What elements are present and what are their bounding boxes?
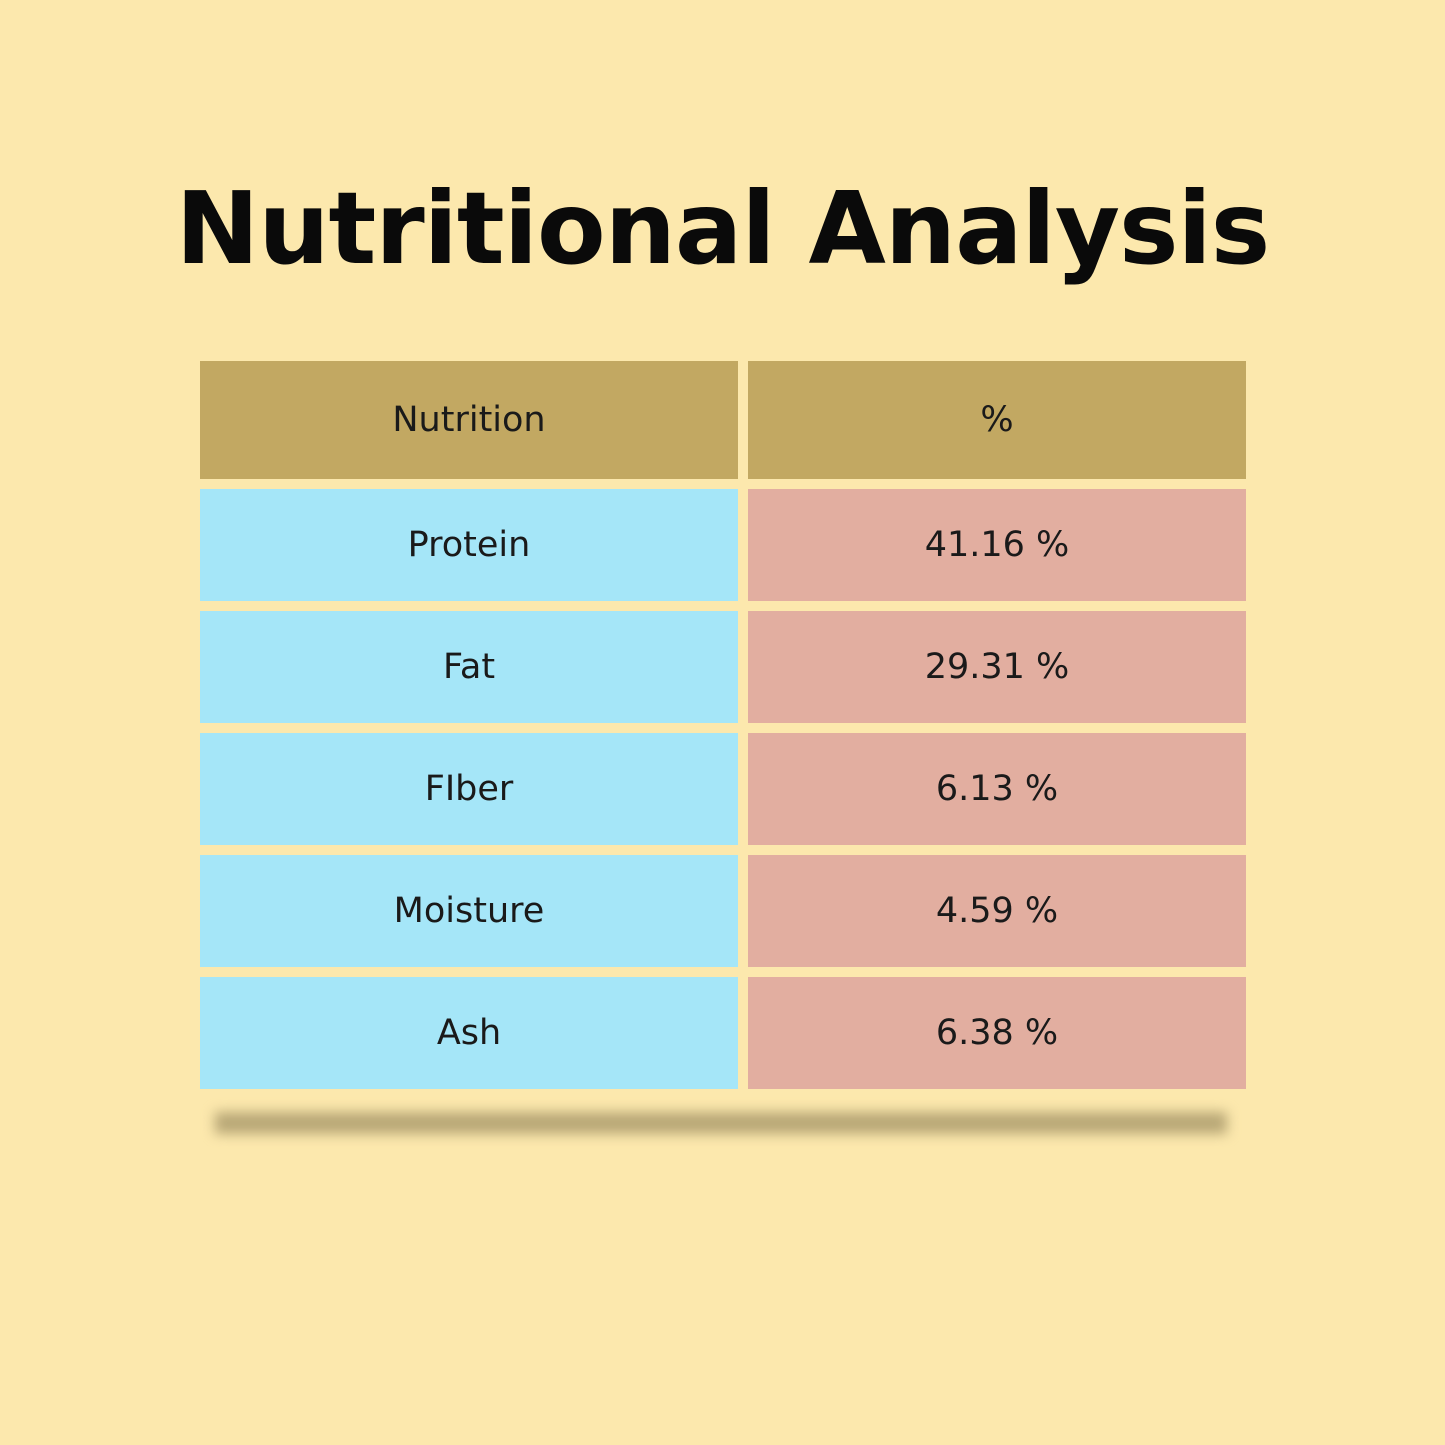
value-cell: 29.31 % bbox=[748, 611, 1246, 723]
value-cell: 41.16 % bbox=[748, 489, 1246, 601]
value-cell: 6.13 % bbox=[748, 733, 1246, 845]
nutrient-cell: Protein bbox=[200, 489, 738, 601]
table-row: Ash 6.38 % bbox=[200, 977, 1246, 1089]
table-row: Protein 41.16 % bbox=[200, 489, 1246, 601]
title: Nutritional Analysis bbox=[175, 170, 1271, 287]
table-row: Fat 29.31 % bbox=[200, 611, 1246, 723]
nutrient-cell: Fat bbox=[200, 611, 738, 723]
table-row: FIber 6.13 % bbox=[200, 733, 1246, 845]
table-row: Moisture 4.59 % bbox=[200, 855, 1246, 967]
nutrient-cell: Ash bbox=[200, 977, 738, 1089]
value-cell: 6.38 % bbox=[748, 977, 1246, 1089]
nutrition-table: Nutrition% Protein 41.16 % Fat 29.31 % FIber 6… bbox=[200, 361, 1246, 1099]
nutrient-cell: Moisture bbox=[200, 855, 738, 967]
header-cell: % bbox=[748, 361, 1246, 479]
nutrient-cell: FIber bbox=[200, 733, 738, 845]
table-shadow bbox=[215, 1112, 1227, 1134]
header-row: Nutrition% bbox=[200, 361, 1246, 479]
value-cell: 4.59 % bbox=[748, 855, 1246, 967]
header-cell: Nutrition bbox=[200, 361, 738, 479]
